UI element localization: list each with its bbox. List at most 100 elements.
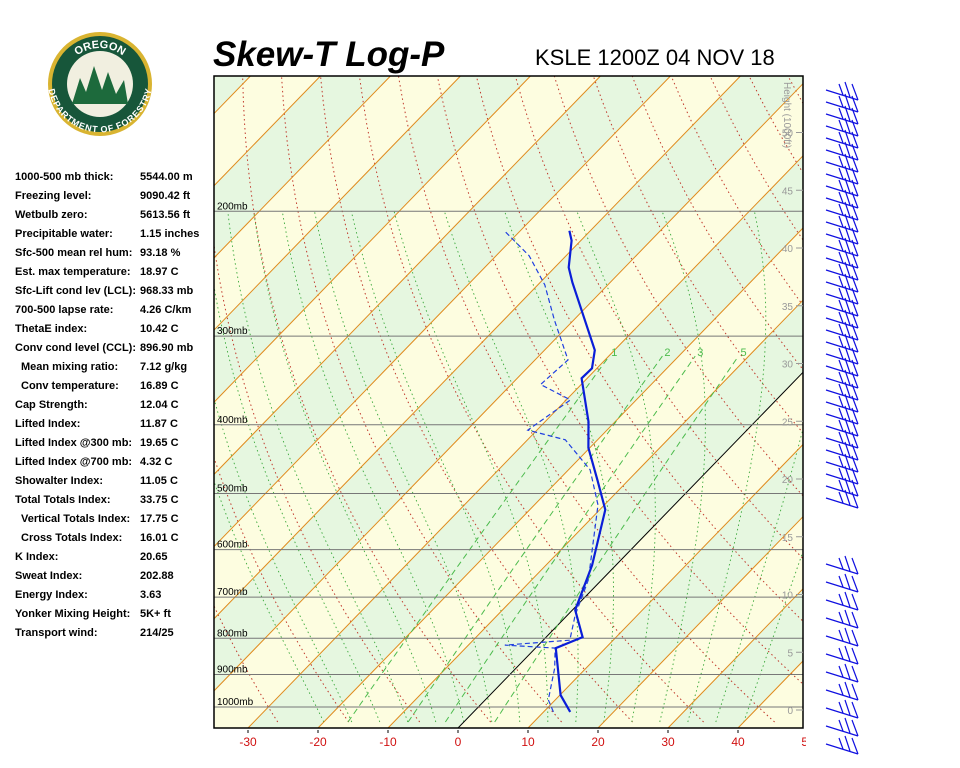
index-value: 202.88: [140, 570, 174, 582]
index-label: 1000-500 mb thick:: [15, 171, 113, 183]
wind-barb: [825, 273, 859, 293]
dry-adiabat: [860, 0, 960, 722]
wind-barb: [825, 189, 859, 209]
isotherm: [667, 588, 803, 728]
isotherm: [387, 299, 803, 728]
index-label: Lifted Index @300 mb:: [15, 437, 132, 449]
temperature-label: 20: [591, 735, 605, 749]
dry-adiabat: [787, 0, 960, 722]
index-value: 10.42 C: [140, 323, 179, 335]
temperature-profile: [554, 230, 607, 713]
wind-barb: [825, 213, 859, 233]
index-value: 11.87 C: [140, 418, 178, 430]
isotherm: [247, 155, 803, 728]
wind-barb: [825, 465, 859, 485]
pressure-label: 300mb: [217, 326, 248, 337]
wind-barb: [825, 369, 859, 389]
isotherm: [214, 76, 671, 548]
height-label: 0: [787, 706, 793, 717]
wind-barb: [825, 93, 859, 113]
wind-barb: [825, 261, 859, 281]
temperature-axis: -30 -20 -10 0 10 20 30 40 50: [239, 730, 815, 749]
wind-barb: [825, 681, 859, 701]
index-label: K Index:: [15, 551, 58, 563]
moist-adiabat: [687, 211, 767, 723]
index-label: Showalter Index:: [15, 475, 103, 487]
overlay: 200mb 300mb 400mb 500mb 600mb 700mb 800mb 900mb…: [217, 82, 803, 717]
height-label: 25: [782, 417, 794, 428]
height-label: 15: [782, 533, 794, 544]
index-value: 5613.56 ft: [140, 209, 190, 221]
moist-adiabat: [715, 426, 803, 723]
wind-barb: [825, 393, 859, 413]
isotherm: [317, 227, 803, 728]
index-label: Sweat Index:: [15, 570, 82, 582]
index-value: 5K+ ft: [140, 608, 171, 620]
index-value: 896.90 mb: [140, 342, 193, 354]
wind-barb: [825, 345, 859, 365]
moist-adiabat: [504, 211, 614, 723]
index-label: Energy Index:: [15, 589, 88, 601]
mixing-ratio-line: [407, 355, 663, 723]
wind-barb: [825, 591, 859, 611]
wind-barb: [825, 489, 859, 509]
index-value: 5544.00 m: [140, 171, 193, 183]
index-value: 17.75 C: [140, 513, 179, 525]
logo-top: OREGON: [72, 39, 127, 58]
wind-barb: [825, 81, 859, 101]
index-label: Sfc-Lift cond lev (LCL):: [15, 285, 136, 297]
index-value: 9090.42 ft: [140, 190, 190, 202]
temperature-label: 40: [731, 735, 745, 749]
index-label: 700-500 lapse rate:: [15, 304, 113, 316]
wind-barb: [825, 357, 859, 377]
wind-barb: [825, 417, 859, 437]
index-value: 7.12 g/kg: [140, 361, 187, 373]
wind-barb: [825, 627, 859, 647]
index-label: Wetbulb zero:: [15, 209, 88, 221]
dry-adiabat: [214, 604, 279, 723]
index-label: Lifted Index @700 mb:: [15, 456, 132, 468]
dry-adiabat: [397, 76, 775, 723]
isotherm: [808, 76, 960, 728]
moist-adiabat: [281, 211, 465, 723]
index-label: Sfc-500 mean rel hum:: [15, 247, 132, 259]
index-label: Freezing level:: [15, 190, 91, 202]
index-label: Cap Strength:: [15, 399, 88, 411]
moist-adiabat: [443, 211, 579, 723]
pressure-label: 800mb: [217, 628, 248, 639]
dry-adiabat: [320, 76, 633, 723]
height-label: 40: [782, 244, 794, 255]
mixing-ratio-label: 1: [611, 347, 617, 359]
index-value: 1.15 inches: [140, 228, 199, 240]
temperature-label: -20: [309, 735, 327, 749]
dry-adiabat: [824, 0, 960, 722]
wind-barbs: [825, 81, 859, 755]
index-label: Precipitable water:: [15, 228, 113, 240]
index-value: 12.04 C: [140, 399, 179, 411]
index-label: Mean mixing ratio:: [21, 361, 118, 373]
temperature-label: -10: [379, 735, 397, 749]
index-value: 93.18 %: [140, 247, 181, 259]
index-label: Cross Totals Index:: [21, 532, 122, 544]
isotherm: [214, 76, 321, 187]
station: KSLE 1200Z 04 NOV 18: [535, 45, 775, 70]
height-label: 20: [782, 475, 794, 486]
title: Skew-T Log-P: [213, 35, 445, 74]
wind-barb: [825, 573, 859, 593]
pressure-label: 400mb: [217, 415, 248, 426]
height-axis-label: Height (1000ft): [781, 82, 792, 148]
pressure-label: 1000mb: [217, 697, 254, 708]
mixing-ratio-line: [494, 355, 739, 723]
height-label: 35: [782, 302, 794, 313]
temperature-label: 0: [455, 735, 462, 749]
index-label: ThetaE index:: [15, 323, 87, 335]
wind-barb: [825, 297, 859, 317]
plot-frame: [213, 75, 804, 729]
isotherm: [214, 76, 601, 476]
height-label: 50: [782, 129, 794, 140]
wind-barb: [825, 441, 859, 461]
mixing-ratio-label: 2: [664, 347, 670, 359]
temperature-label: 50: [801, 735, 815, 749]
wind-barb: [825, 153, 859, 173]
